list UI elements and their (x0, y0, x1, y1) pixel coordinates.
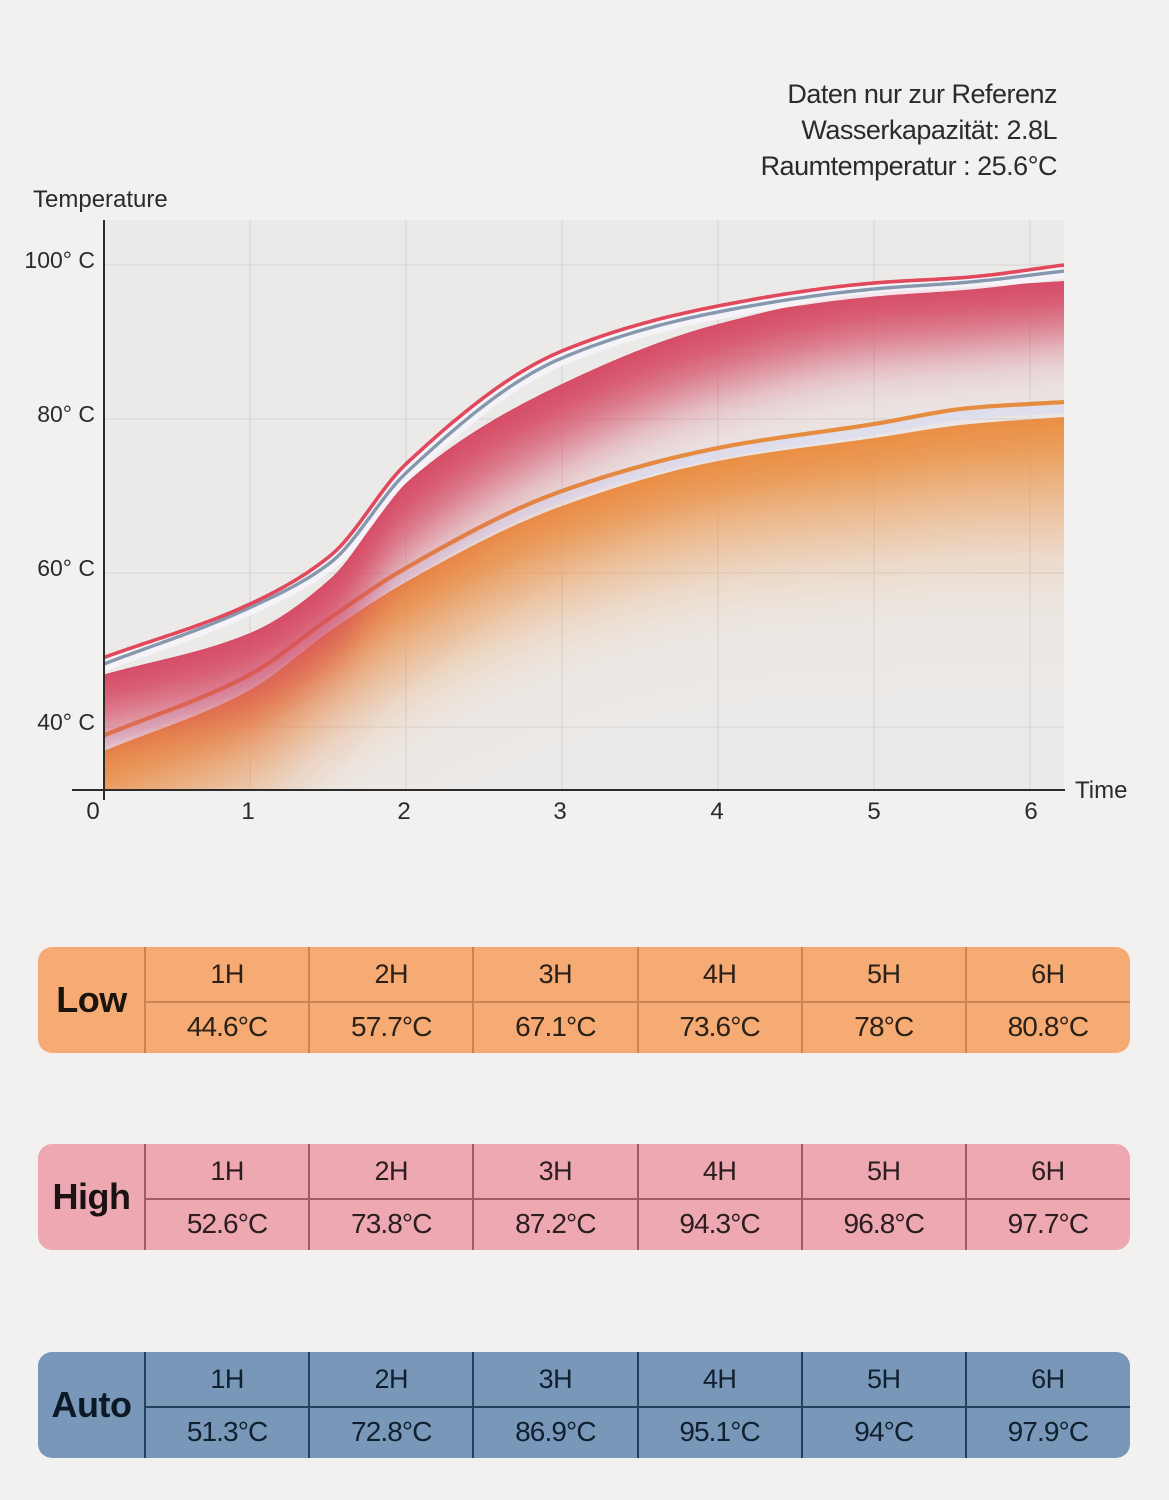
svg-text:3: 3 (553, 798, 566, 825)
svg-text:1: 1 (241, 798, 254, 825)
svg-text:40° C: 40° C (37, 709, 95, 735)
svg-text:Daten nur zur Referenz: Daten nur zur Referenz (787, 79, 1057, 109)
svg-text:Raumtemperatur : 25.6°C: Raumtemperatur : 25.6°C (761, 151, 1057, 181)
svg-text:Temperature: Temperature (33, 186, 168, 213)
svg-text:Wasserkapazität: 2.8L: Wasserkapazität: 2.8L (801, 115, 1057, 145)
svg-text:5: 5 (867, 798, 880, 825)
svg-text:0: 0 (86, 798, 99, 825)
svg-text:Time: Time (1075, 777, 1127, 804)
svg-text:80° C: 80° C (37, 401, 95, 427)
svg-text:4: 4 (710, 798, 723, 825)
svg-text:100° C: 100° C (24, 247, 95, 273)
svg-text:6: 6 (1024, 798, 1037, 825)
svg-text:60° C: 60° C (37, 555, 95, 581)
svg-text:2: 2 (397, 798, 410, 825)
